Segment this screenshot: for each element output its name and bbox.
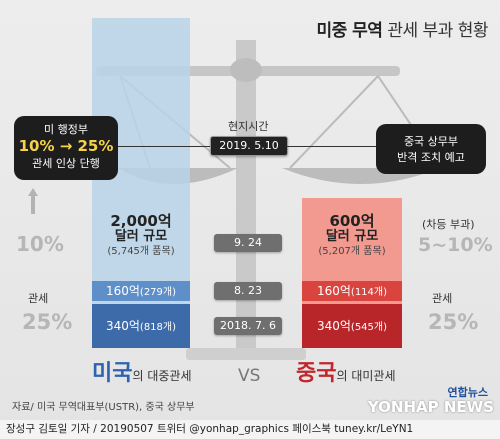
us-total-label: 2,000억 달러 규모 (5,745개 품목) bbox=[107, 212, 175, 258]
china-tier1-band: 340억(545개) bbox=[302, 304, 402, 348]
credit-bar: 장성구 김토일 기자 / 20190507 트위터 @yonhap_graphi… bbox=[0, 420, 500, 439]
china-action-box: 중국 상무부 반격 조치 예고 bbox=[376, 124, 486, 174]
timeline-date-3: 8. 23 bbox=[214, 282, 282, 300]
connector-line bbox=[118, 146, 210, 147]
vs-label: VS bbox=[238, 366, 261, 386]
connector-line bbox=[286, 146, 376, 147]
us-country-label: 미국의 대중관세 bbox=[92, 361, 192, 386]
china-total-label: 600억 달러 규모 (5,207개 품목) bbox=[318, 212, 386, 258]
yonhap-logo: 연합뉴스 YONHAP NEWS bbox=[367, 386, 494, 416]
us-rate-label: 관세 bbox=[28, 292, 49, 305]
china-rate-top: 5~10% bbox=[418, 234, 493, 256]
china-rate-note: (차등 부과) bbox=[422, 218, 475, 231]
us-tier2-band: 160억(279개) bbox=[92, 281, 190, 301]
source-note: 자료/ 미국 무역대표부(USTR), 중국 상무부 bbox=[12, 402, 195, 413]
china-rate-label: 관세 bbox=[432, 292, 453, 305]
page-title: 미중 무역 관세 부과 현황 bbox=[316, 21, 488, 41]
arrow-up-icon bbox=[28, 188, 38, 214]
timeline-date-1: 2019. 5.10 bbox=[210, 136, 288, 156]
timeline-date-4: 2018. 7. 6 bbox=[214, 317, 282, 335]
china-rate-after: 25% bbox=[428, 310, 479, 334]
china-tier2-band: 160억(114개) bbox=[302, 281, 402, 301]
us-rate-before: 10% bbox=[16, 232, 64, 256]
us-rate-after: 25% bbox=[22, 310, 73, 334]
us-tier1-band: 340억(818개) bbox=[92, 304, 190, 348]
china-country-label: 중국의 대미관세 bbox=[296, 361, 396, 386]
timeline-date-2: 9. 24 bbox=[214, 234, 282, 252]
us-action-box: 미 행정부 10% → 25% 관세 인상 단행 bbox=[14, 116, 118, 180]
timeline-header: 현지시간 bbox=[228, 120, 269, 133]
